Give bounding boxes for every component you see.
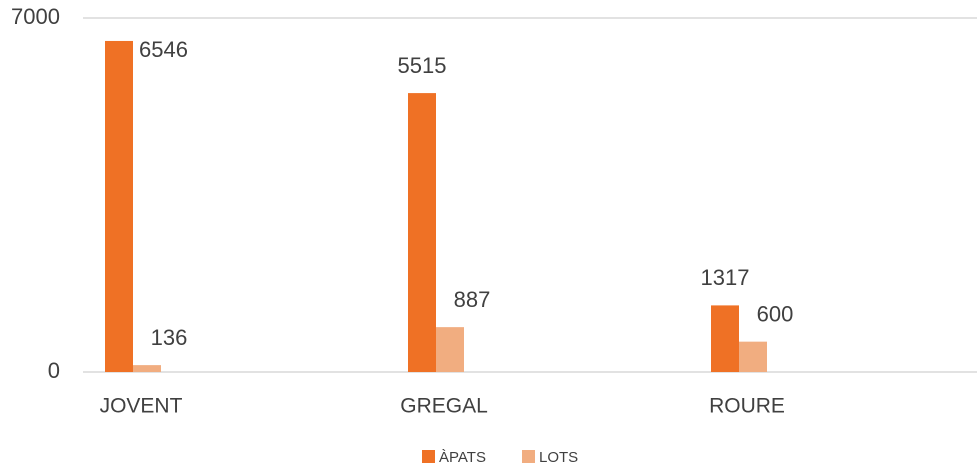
bar bbox=[133, 365, 161, 372]
data-label: 5515 bbox=[398, 53, 447, 78]
data-label: 6546 bbox=[139, 37, 188, 62]
bar bbox=[711, 305, 739, 372]
x-tick-label: JOVENT bbox=[100, 395, 183, 418]
legend-swatch bbox=[522, 450, 535, 463]
y-tick-label: 7000 bbox=[11, 4, 60, 29]
data-label: 136 bbox=[151, 325, 188, 350]
bar bbox=[408, 93, 436, 372]
y-tick-label: 0 bbox=[48, 358, 60, 383]
legend-swatch bbox=[422, 450, 435, 463]
legend-label: LOTS bbox=[539, 449, 578, 466]
x-tick-label: GREGAL bbox=[400, 395, 488, 418]
bar bbox=[436, 327, 464, 372]
legend-label: ÀPATS bbox=[439, 449, 486, 466]
bar bbox=[105, 40, 133, 373]
bar bbox=[739, 341, 767, 372]
data-label: 887 bbox=[454, 287, 491, 312]
data-label: 600 bbox=[757, 301, 794, 326]
data-label: 1317 bbox=[701, 265, 750, 290]
x-tick-label: ROURE bbox=[709, 395, 785, 418]
